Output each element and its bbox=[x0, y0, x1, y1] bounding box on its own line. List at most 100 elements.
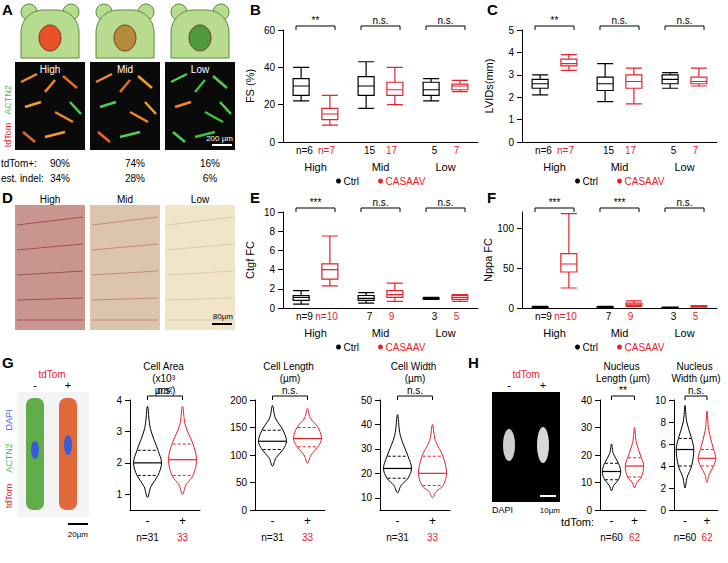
svg-text:A: A bbox=[2, 1, 13, 18]
svg-text:n.s.: n.s. bbox=[372, 197, 388, 208]
svg-text:Cell Width: Cell Width bbox=[391, 361, 439, 372]
svg-text:High: High bbox=[304, 161, 327, 173]
svg-text:tdTom:: tdTom: bbox=[561, 516, 594, 528]
svg-text:**: ** bbox=[619, 385, 627, 396]
svg-text:6%: 6% bbox=[203, 173, 218, 184]
svg-text:5: 5 bbox=[454, 311, 460, 322]
svg-text:0: 0 bbox=[508, 137, 514, 148]
svg-text:n.s.: n.s. bbox=[437, 197, 453, 208]
svg-text:10: 10 bbox=[655, 395, 667, 406]
svg-text:+: + bbox=[304, 514, 311, 528]
svg-text:1: 1 bbox=[116, 489, 122, 500]
svg-text:n.s.: n.s. bbox=[437, 15, 453, 26]
svg-text:60: 60 bbox=[264, 25, 276, 36]
svg-text:0: 0 bbox=[241, 505, 247, 516]
svg-text:Ctrl: Ctrl bbox=[344, 176, 360, 187]
svg-text:20: 20 bbox=[264, 99, 276, 110]
svg-text:n.s.: n.s. bbox=[407, 385, 423, 396]
svg-text:10: 10 bbox=[581, 477, 593, 488]
svg-text:n=10: n=10 bbox=[315, 311, 338, 322]
svg-text:Ctrl: Ctrl bbox=[344, 342, 360, 353]
svg-text:62: 62 bbox=[701, 532, 713, 543]
svg-text:7: 7 bbox=[454, 145, 460, 156]
svg-text:2: 2 bbox=[116, 457, 122, 468]
svg-text:ACTN2: ACTN2 bbox=[3, 85, 13, 115]
svg-text:Cell Length: Cell Length bbox=[263, 361, 316, 372]
svg-text:30: 30 bbox=[361, 443, 373, 454]
svg-text:200: 200 bbox=[230, 395, 247, 406]
svg-text:Cell Area: Cell Area bbox=[143, 361, 186, 372]
svg-text:34%: 34% bbox=[50, 173, 70, 184]
svg-text:Ctrl: Ctrl bbox=[583, 176, 599, 187]
svg-text:30: 30 bbox=[581, 422, 593, 433]
svg-text:150: 150 bbox=[230, 422, 247, 433]
svg-text:50: 50 bbox=[503, 263, 515, 274]
svg-text:9: 9 bbox=[389, 311, 395, 322]
svg-text:28%: 28% bbox=[125, 173, 145, 184]
svg-text:n=31: n=31 bbox=[261, 532, 284, 543]
svg-text:**: ** bbox=[551, 15, 559, 26]
svg-text:20µm: 20µm bbox=[68, 530, 89, 539]
svg-text:3: 3 bbox=[432, 311, 438, 322]
svg-text:tdTom+:: tdTom+: bbox=[1, 158, 37, 169]
svg-text:Mid: Mid bbox=[611, 161, 629, 173]
svg-text:LVIDs(mm): LVIDs(mm) bbox=[483, 59, 495, 114]
svg-text:***: *** bbox=[614, 197, 626, 208]
svg-text:tdTom: tdTom bbox=[4, 484, 14, 509]
svg-text:6: 6 bbox=[660, 439, 666, 450]
svg-text:Mid: Mid bbox=[117, 194, 133, 205]
svg-text:n=9: n=9 bbox=[535, 311, 552, 322]
svg-text:Low: Low bbox=[435, 327, 455, 339]
svg-text:µm²): µm²) bbox=[155, 385, 176, 396]
svg-text:80µm: 80µm bbox=[213, 312, 234, 321]
svg-text:10: 10 bbox=[264, 207, 276, 218]
svg-text:**: ** bbox=[312, 15, 320, 26]
svg-text:(x10³: (x10³ bbox=[152, 373, 178, 384]
svg-text:B: B bbox=[250, 1, 261, 18]
svg-text:50: 50 bbox=[361, 395, 373, 406]
svg-text:ACTN2: ACTN2 bbox=[4, 443, 14, 473]
svg-text:tdTom: tdTom bbox=[3, 123, 13, 148]
svg-text:-: - bbox=[507, 379, 511, 391]
svg-text:Mid: Mid bbox=[611, 327, 629, 339]
svg-text:3: 3 bbox=[116, 426, 122, 437]
svg-text:n.s.: n.s. bbox=[676, 15, 692, 26]
svg-text:7: 7 bbox=[367, 311, 373, 322]
svg-text:n=6: n=6 bbox=[296, 145, 313, 156]
svg-text:3: 3 bbox=[671, 311, 677, 322]
svg-text:DAPI: DAPI bbox=[492, 505, 513, 515]
svg-text:n=31: n=31 bbox=[386, 532, 409, 543]
svg-text:15: 15 bbox=[603, 145, 615, 156]
svg-text:200 µm: 200 µm bbox=[206, 134, 233, 143]
svg-text:n=6: n=6 bbox=[535, 145, 552, 156]
svg-text:n=31: n=31 bbox=[136, 532, 159, 543]
svg-text:Width (µm): Width (µm) bbox=[671, 373, 720, 384]
svg-text:10: 10 bbox=[361, 492, 373, 503]
svg-text:n=9: n=9 bbox=[296, 311, 313, 322]
svg-text:n.s.: n.s. bbox=[372, 15, 388, 26]
svg-text:4: 4 bbox=[660, 461, 666, 472]
svg-text:10µm: 10µm bbox=[540, 506, 561, 515]
svg-text:20: 20 bbox=[581, 450, 593, 461]
svg-text:CASAAV: CASAAV bbox=[625, 176, 665, 187]
svg-text:-: - bbox=[683, 514, 687, 528]
svg-text:62: 62 bbox=[629, 532, 641, 543]
svg-text:FS (%): FS (%) bbox=[244, 69, 256, 103]
svg-text:7: 7 bbox=[693, 145, 699, 156]
svg-text:+: + bbox=[179, 514, 186, 528]
svg-text:4: 4 bbox=[508, 47, 514, 58]
svg-text:5: 5 bbox=[693, 311, 699, 322]
svg-text:n=10: n=10 bbox=[554, 311, 577, 322]
svg-text:est. indel:: est. indel: bbox=[1, 173, 44, 184]
svg-text:4: 4 bbox=[116, 395, 122, 406]
svg-text:Low: Low bbox=[191, 64, 210, 75]
svg-text:3: 3 bbox=[508, 69, 514, 80]
svg-text:Low: Low bbox=[435, 161, 455, 173]
svg-text:40: 40 bbox=[264, 62, 276, 73]
svg-text:2: 2 bbox=[660, 483, 666, 494]
svg-text:2: 2 bbox=[269, 283, 275, 294]
svg-text:Nppa FC: Nppa FC bbox=[482, 238, 494, 282]
svg-text:0: 0 bbox=[586, 505, 592, 516]
svg-text:Length (µm): Length (µm) bbox=[596, 373, 650, 384]
svg-text:33: 33 bbox=[302, 532, 314, 543]
